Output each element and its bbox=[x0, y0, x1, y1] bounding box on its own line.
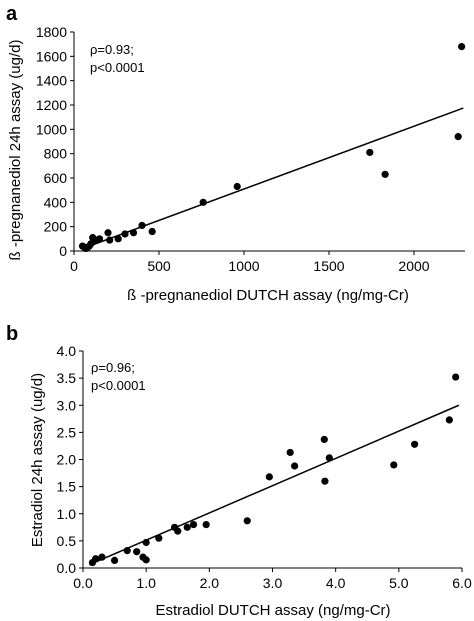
panel-a-y-tick-label: 400 bbox=[44, 194, 68, 210]
panel-b-y-tick-label: 2.5 bbox=[57, 424, 77, 440]
panel-a-y-axis-label: ß -pregnanediol 24h assay (ug/d) bbox=[7, 40, 24, 261]
panel-b-data-point bbox=[155, 534, 163, 542]
panel-a-data-point bbox=[199, 198, 207, 206]
panel-b-plot-area: 0.0 0.5 1.0 1.5 2.0 2.5 3.0 3.5 4.0 0.0 1.0 2.0 3.0 4… bbox=[57, 343, 472, 591]
panel-a-data-point bbox=[114, 235, 122, 243]
panel-b-x-tick-label: 5.0 bbox=[389, 575, 409, 591]
panel-b-data-point bbox=[183, 523, 191, 531]
panel-a-data-point bbox=[233, 182, 241, 191]
panel-b-x-axis-label: Estradiol DUTCH assay (ng/mg-Cr) bbox=[155, 602, 390, 619]
panel-b-rho-annotation: ρ=0.96; bbox=[91, 360, 135, 375]
panel-a-data-point bbox=[104, 229, 112, 237]
panel-b-data-point bbox=[133, 548, 141, 556]
panel-b-data-point bbox=[202, 521, 210, 529]
panel-a-data-point bbox=[458, 43, 466, 51]
panel-b-data-point bbox=[325, 454, 333, 462]
panel-b-data-point bbox=[98, 553, 106, 561]
panel-b-data-point bbox=[321, 477, 329, 485]
panel-b-data-point bbox=[445, 416, 453, 424]
panel-b-y-tick-label: 0.0 bbox=[57, 560, 77, 576]
panel-b-data-point bbox=[142, 556, 150, 564]
panel-a-y-tick-label: 800 bbox=[44, 146, 68, 162]
panel-b-x-tick-label: 3.0 bbox=[263, 575, 283, 591]
panel-a-y-tick-label: 600 bbox=[44, 170, 68, 186]
panel-a-y-tick-label: 1600 bbox=[36, 48, 67, 64]
panel-b-data-point bbox=[265, 473, 273, 481]
panel-b-y-tick-label: 0.5 bbox=[57, 533, 77, 549]
panel-b-data-point bbox=[291, 462, 299, 470]
panel-a-x-tick-label: 1000 bbox=[228, 258, 259, 274]
panel-a-y-tick-label: 1000 bbox=[36, 121, 67, 137]
panel-b-data-point bbox=[452, 373, 460, 381]
panel-b-y-tick-label: 1.0 bbox=[57, 506, 77, 522]
panel-b-y-axis-label: Estradiol 24h assay (ug/d) bbox=[29, 373, 46, 547]
panel-a-data-point bbox=[381, 170, 389, 178]
panel-b-x-tick-label: 6.0 bbox=[452, 575, 472, 591]
panel-a: a ß -pregnanediol 24h assay (ug/d) ß -pr… bbox=[6, 3, 466, 304]
panel-a-rho-annotation: ρ=0.93; bbox=[90, 42, 134, 57]
panel-b-data-point bbox=[411, 440, 419, 448]
panel-b-y-tick-label: 2.0 bbox=[57, 452, 77, 468]
panel-b-data-point bbox=[142, 538, 150, 547]
panel-b-x-tick-label: 4.0 bbox=[326, 575, 346, 591]
panel-b-letter: b bbox=[6, 323, 18, 345]
panel-a-data-point bbox=[138, 221, 146, 230]
panel-b-data-point bbox=[243, 517, 251, 525]
panel-a-x-tick-label: 0 bbox=[70, 258, 78, 274]
panel-a-y-tick-label: 1200 bbox=[36, 97, 67, 113]
panel-a-plot-area: 0 200 400 600 800 1000 1200 1400 1600 1800 0 500 100… bbox=[36, 24, 466, 274]
panel-a-y-tick-label: 1400 bbox=[36, 73, 67, 89]
panel-b-x-tick-label: 0.0 bbox=[73, 575, 93, 591]
panel-a-regression-line bbox=[82, 107, 464, 250]
panel-a-data-point bbox=[121, 230, 129, 238]
panel-a-y-tick-label: 0 bbox=[59, 243, 67, 259]
panel-b-data-point bbox=[123, 547, 131, 555]
panel-b-data-point bbox=[174, 527, 182, 535]
panel-b-data-point bbox=[320, 435, 328, 444]
panel-a-letter: a bbox=[6, 3, 18, 25]
panel-b-y-tick-label: 4.0 bbox=[57, 343, 77, 359]
panel-b-p-annotation: p<0.0001 bbox=[91, 378, 146, 393]
panel-a-y-tick-label: 1800 bbox=[36, 24, 67, 40]
panel-a-data-point bbox=[148, 227, 156, 236]
panel-b-x-tick-label: 2.0 bbox=[200, 575, 220, 591]
panel-b-regression-line bbox=[89, 404, 460, 566]
panel-a-data-point bbox=[106, 236, 114, 244]
panel-a-p-annotation: p<0.0001 bbox=[90, 60, 145, 75]
panel-a-data-point bbox=[129, 229, 138, 237]
panel-b: b Estradiol 24h assay (ug/d) Estradiol D… bbox=[6, 323, 472, 619]
panel-b-x-tick-label: 1.0 bbox=[136, 575, 156, 591]
panel-a-data-point bbox=[95, 235, 104, 243]
panel-a-data-point bbox=[366, 148, 374, 157]
panel-b-y-tick-label: 3.0 bbox=[57, 397, 77, 413]
panel-a-x-tick-label: 500 bbox=[147, 258, 171, 274]
panel-a-x-tick-label: 2000 bbox=[398, 258, 429, 274]
panel-b-y-tick-label: 3.5 bbox=[57, 370, 77, 386]
panel-b-data-point bbox=[110, 556, 119, 565]
panel-a-x-tick-label: 1500 bbox=[313, 258, 344, 274]
panel-b-data-point bbox=[189, 521, 198, 529]
panel-b-y-tick-label: 1.5 bbox=[57, 479, 77, 495]
panel-a-data-point bbox=[454, 133, 462, 141]
panel-b-data-point bbox=[390, 461, 398, 469]
panel-a-x-axis-label: ß -pregnanediol DUTCH assay (ng/mg-Cr) bbox=[127, 287, 409, 304]
panel-a-y-tick-label: 200 bbox=[44, 219, 68, 235]
panel-b-data-point bbox=[286, 448, 294, 457]
panel-b-data-point bbox=[92, 555, 100, 563]
